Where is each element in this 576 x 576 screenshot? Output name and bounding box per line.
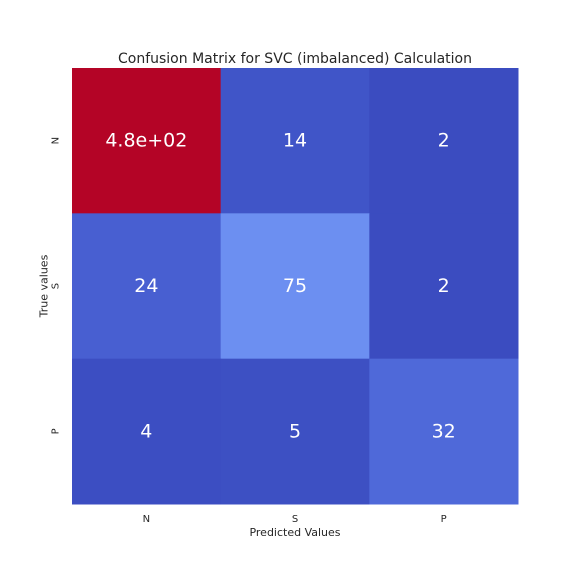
- x-tick-label-p: P: [441, 514, 447, 525]
- cell-value-label-n-s: 14: [283, 130, 307, 152]
- heatmap-cell-labels: 4.8e+02 14 224 75 24 5 32: [105, 130, 455, 443]
- cell-value-label-n-p: 2: [438, 130, 450, 152]
- x-axis-label: Predicted Values: [249, 526, 340, 539]
- cell-value-label-p-s: 5: [289, 420, 301, 442]
- y-tick-label-p: P: [51, 428, 62, 434]
- heatmap-cell-p-p: [369, 358, 519, 505]
- heatmap-cell-n-n: [72, 68, 222, 214]
- heatmap-cell-s-n: [72, 213, 222, 360]
- cell-value-label-n-n: 4.8e+02: [105, 130, 187, 152]
- cell-value-label-s-s: 75: [283, 275, 307, 297]
- heatmap-cell-s-p: [369, 213, 519, 360]
- cell-value-label-s-n: 24: [134, 275, 158, 297]
- y-tick-label-s: S: [51, 283, 62, 289]
- y-axis-ticks: N S P: [51, 137, 62, 434]
- heatmap-cell-s-s: [220, 213, 370, 360]
- heatmap-cell-p-n: [72, 358, 222, 505]
- chart-title: Confusion Matrix for SVC (imbalanced) Ca…: [118, 51, 472, 67]
- x-tick-label-s: S: [292, 514, 298, 525]
- heatmap-cell-p-s: [220, 358, 370, 505]
- heatmap-cells: [72, 68, 519, 505]
- cell-value-label-s-p: 2: [438, 275, 450, 297]
- x-tick-label-n: N: [143, 514, 150, 525]
- heatmap-cell-n-s: [220, 68, 370, 214]
- y-axis-label: True values: [38, 254, 51, 318]
- y-tick-label-n: N: [51, 137, 62, 144]
- cell-value-label-p-n: 4: [140, 420, 152, 442]
- cell-value-label-p-p: 32: [432, 420, 456, 442]
- heatmap-cell-n-p: [369, 68, 519, 214]
